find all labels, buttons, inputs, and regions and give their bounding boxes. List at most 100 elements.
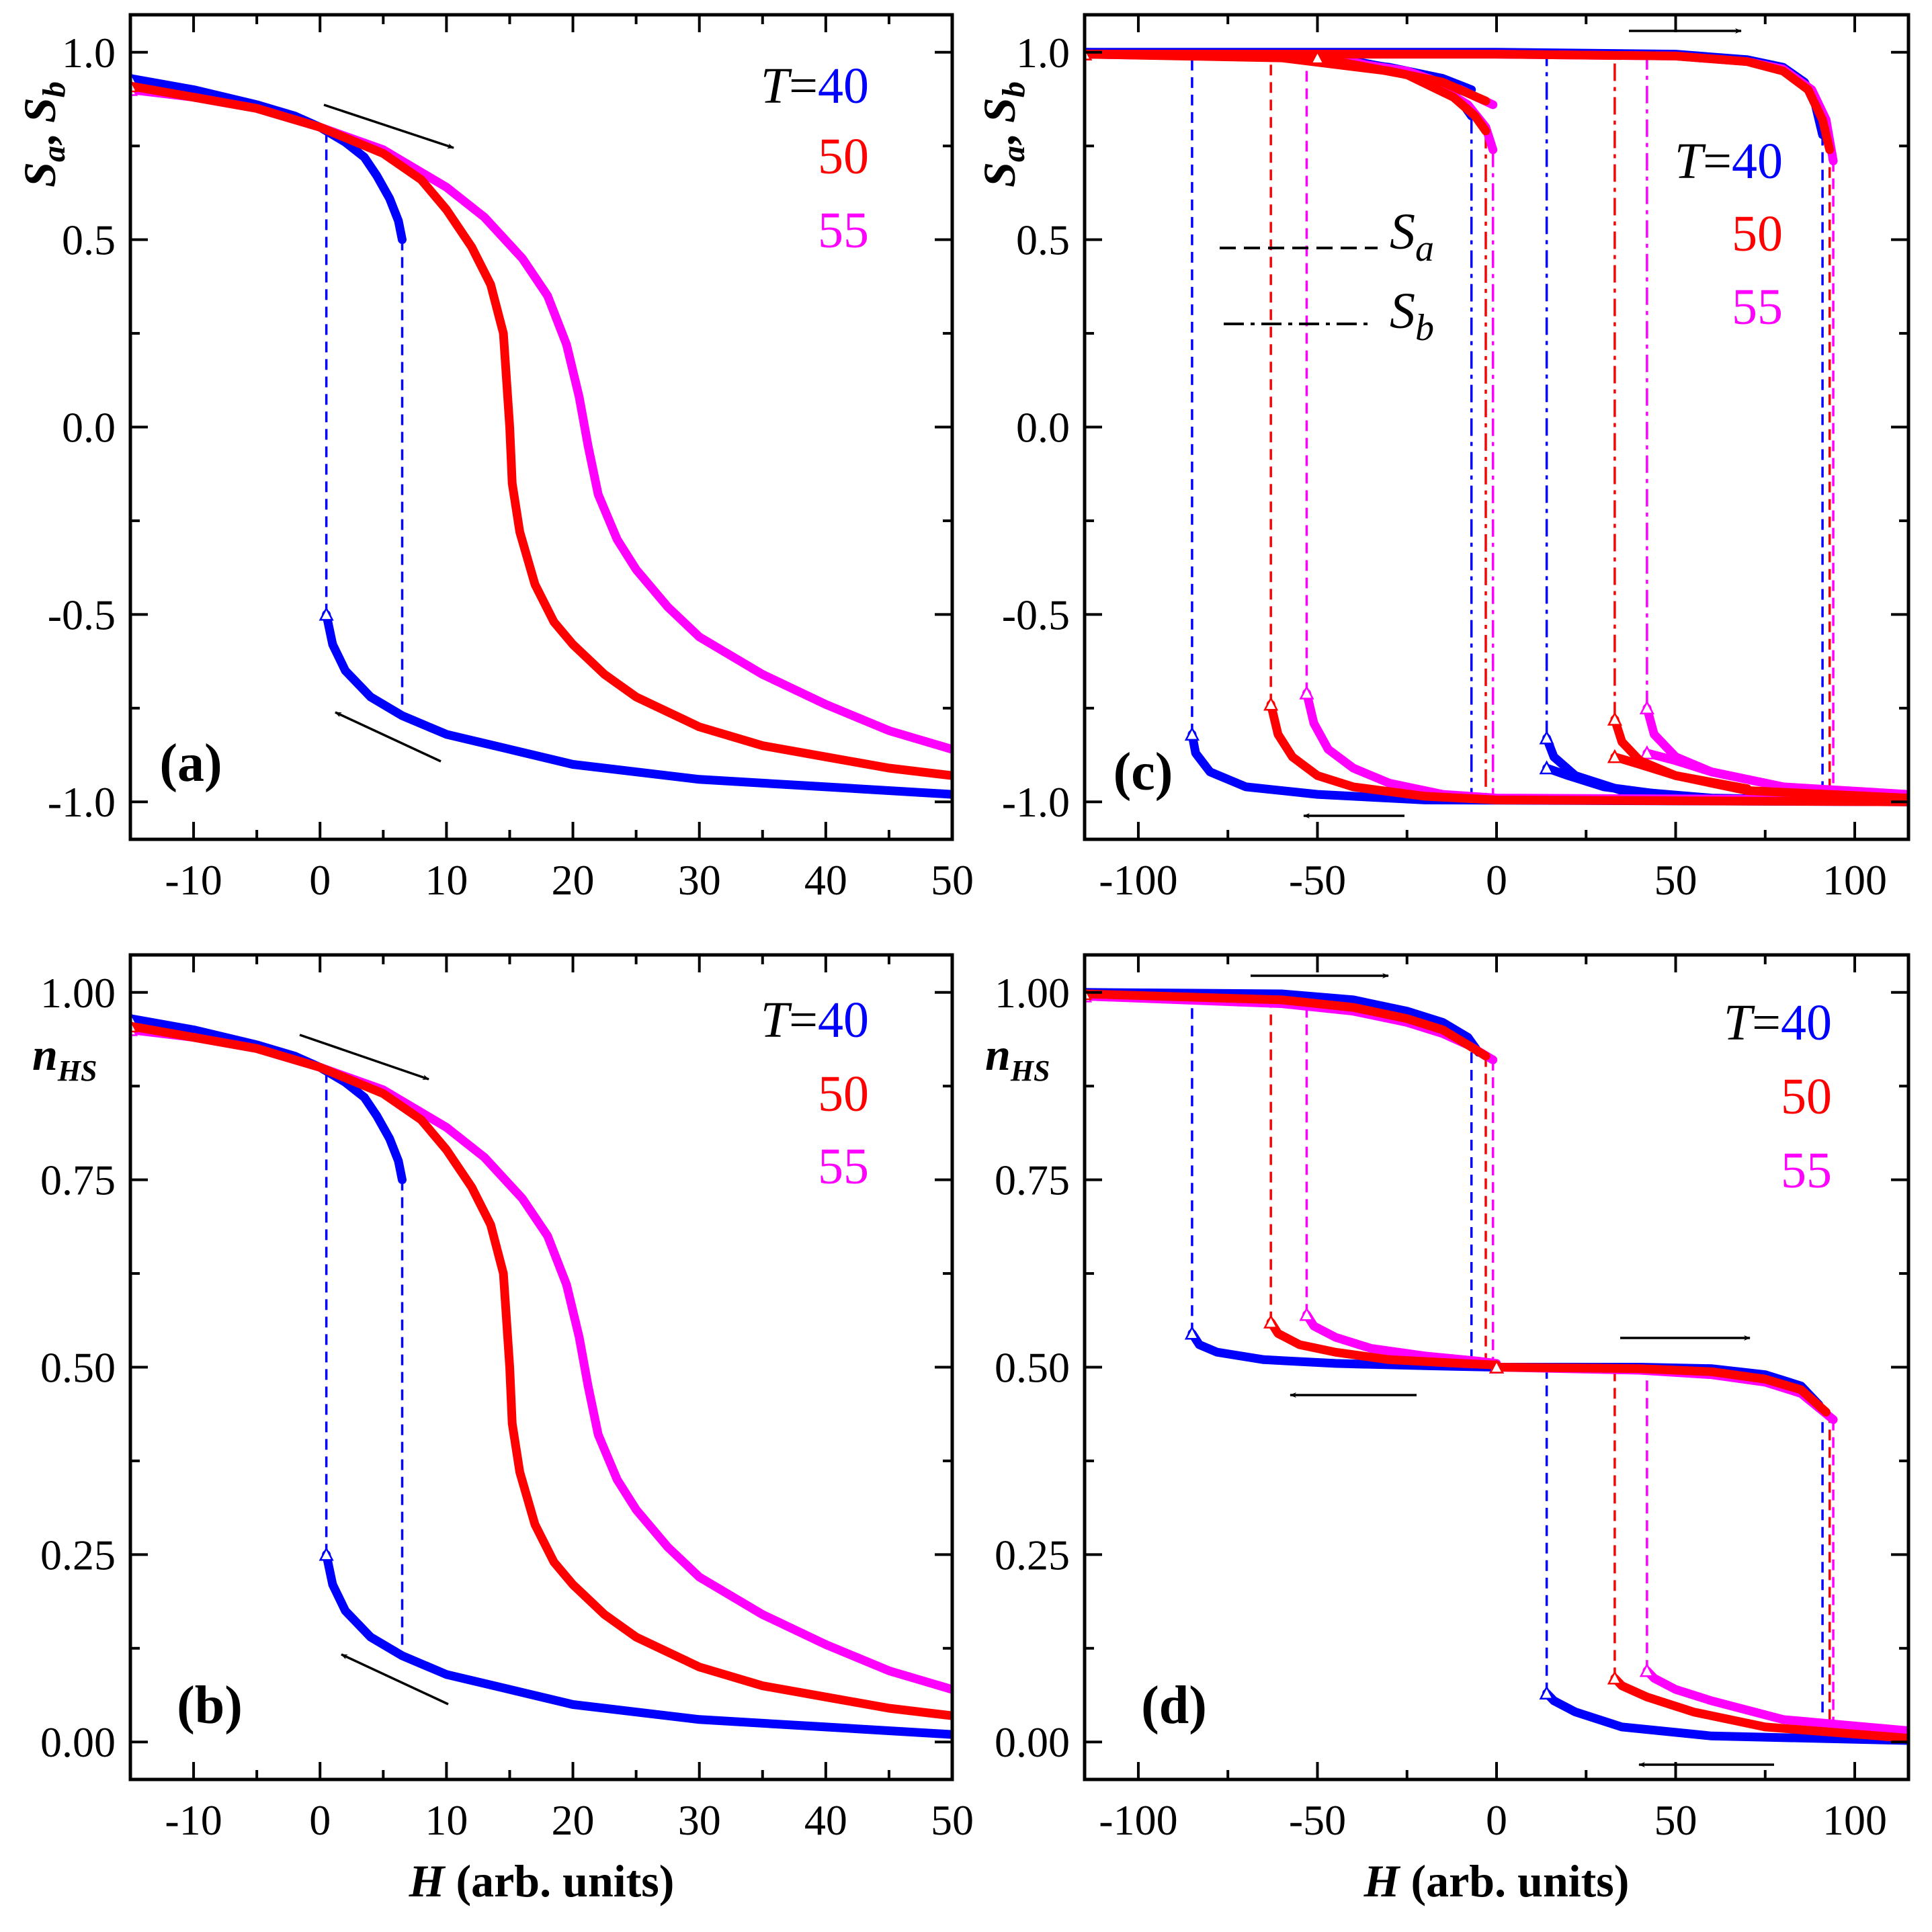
- y-tick-label: 0.50: [995, 1344, 1070, 1392]
- endpoint-marker: [1539, 760, 1554, 775]
- panel-label-c: (c): [1114, 743, 1173, 802]
- endpoint-marker: [1299, 1306, 1314, 1321]
- y-tick-label: -1.0: [48, 778, 116, 826]
- y-axis-label-d: nHS: [985, 1029, 1050, 1087]
- y-tick-label: 0.50: [40, 1344, 116, 1392]
- legend-b: T=40 50 55: [761, 992, 869, 1195]
- endpoint-marker: [1184, 1325, 1200, 1340]
- svg-text:T=40: T=40: [761, 58, 869, 114]
- plot-area-c: [1085, 44, 1908, 806]
- arrow-left-b: [341, 1653, 449, 1706]
- data-series-t55: [130, 85, 952, 754]
- x-tick-label: 40: [804, 1796, 847, 1844]
- data-series-t50: [1313, 53, 1490, 136]
- y-tick-label: 0.5: [1016, 216, 1070, 264]
- x-tick-label: 50: [931, 856, 974, 904]
- endpoint-marker: [1539, 730, 1554, 745]
- data-series-t40: [1542, 763, 1680, 801]
- endpoint-marker: [1263, 696, 1279, 711]
- y-tick-label: 1.00: [995, 969, 1070, 1017]
- axes-frame: [1083, 13, 1910, 841]
- data-series-t50: [1266, 1318, 1501, 1370]
- y-tick-label: 0.25: [40, 1531, 116, 1579]
- x-tick-label: 20: [552, 856, 595, 904]
- y-tick-label: 0.0: [1016, 404, 1070, 452]
- x-tick-label: 0: [1486, 856, 1507, 904]
- plot-area-d: [1085, 984, 1908, 1745]
- svg-text:50: 50: [818, 1066, 869, 1122]
- data-series-t40: [130, 1014, 407, 1185]
- y-tick-label: 1.0: [62, 29, 116, 77]
- endpoint-marker: [319, 1546, 334, 1561]
- x-tick-label: 50: [931, 1796, 974, 1844]
- y-tick-label: 1.0: [1016, 29, 1070, 77]
- data-series-t50: [1266, 700, 1908, 806]
- y-tick-label: -1.0: [1002, 778, 1070, 826]
- data-series-t40: [322, 610, 952, 799]
- svg-text:T=40: T=40: [1724, 995, 1832, 1051]
- x-axis-label-b: H (arb. units): [409, 1855, 675, 1906]
- plot-area-b: [130, 1011, 952, 1739]
- x-tick-label: 100: [1822, 856, 1887, 904]
- arrow-right-b: [299, 1034, 429, 1081]
- data-series-t50: [1085, 50, 1490, 106]
- x-tick-label: 100: [1822, 1796, 1887, 1844]
- svg-text:T=40: T=40: [1675, 133, 1783, 190]
- legend-c: T=40 50 55: [1675, 133, 1783, 335]
- x-tick-label: 0: [1486, 1796, 1507, 1844]
- x-tick-label: 0: [309, 1796, 331, 1844]
- plots-layer: -10 0 10 20 30 40 501.00.50.0-0.5-1.0-100 -50 0 5…: [40, 13, 1910, 1844]
- x-tick-label: 0: [309, 856, 331, 904]
- data-series-t50: [1610, 1673, 1908, 1743]
- endpoint-marker: [1539, 1685, 1554, 1699]
- svg-text:T=40: T=40: [761, 992, 869, 1048]
- endpoint-marker: [1639, 1663, 1654, 1677]
- endpoint-marker: [1639, 700, 1654, 715]
- data-series-t40: [130, 74, 407, 245]
- y-tick-label: 0.0: [62, 404, 116, 452]
- x-tick-label: -100: [1099, 1796, 1177, 1844]
- data-series-t40: [1542, 1689, 1908, 1745]
- panel-label-b: (b): [177, 1676, 243, 1735]
- y-tick-label: 0.00: [995, 1718, 1070, 1766]
- y-tick-label: 0.75: [40, 1157, 116, 1204]
- x-tick-label: 30: [678, 856, 721, 904]
- y-axis-label-b: nHS: [32, 1029, 97, 1087]
- endpoint-marker: [1263, 1314, 1279, 1329]
- y-tick-label: 0.00: [40, 1718, 116, 1766]
- x-axis-label-d: H (arb. units): [1363, 1855, 1630, 1906]
- y-tick-label: 0.75: [995, 1157, 1070, 1204]
- data-series-t50: [1492, 1363, 1831, 1417]
- endpoint-marker: [1184, 726, 1200, 741]
- svg-text:50: 50: [1781, 1068, 1832, 1125]
- arrow-right-a: [323, 103, 454, 149]
- data-series-t50: [1085, 50, 1835, 155]
- x-tick-label: 50: [1654, 856, 1697, 904]
- arrow-left-a: [335, 711, 442, 763]
- x-tick-label: -50: [1289, 856, 1346, 904]
- x-tick-label: -50: [1289, 1796, 1346, 1844]
- svg-text:55: 55: [1781, 1142, 1832, 1199]
- svg-text:55: 55: [1732, 279, 1783, 335]
- x-tick-label: -10: [165, 1796, 222, 1844]
- y-tick-label: 0.5: [62, 216, 116, 264]
- plot-area-a: [130, 71, 952, 799]
- endpoint-marker: [1488, 1359, 1505, 1374]
- line-style-legend: Sa Sb: [1220, 204, 1434, 349]
- data-series-t55: [1642, 1666, 1908, 1735]
- svg-text:50: 50: [818, 128, 869, 185]
- legend-d: T=40 50 55: [1724, 995, 1832, 1199]
- data-series-t40: [322, 1550, 952, 1739]
- endpoint-marker: [1607, 1670, 1622, 1685]
- panel-label-d: (d): [1141, 1676, 1207, 1735]
- y-axis-label-c: Sa, Sb: [974, 81, 1032, 187]
- panel-c: -100 -50 0 50 100 1.0 0.5 0.0 -0.5 -1.0: [1002, 13, 1910, 904]
- data-series-t55: [1642, 749, 1788, 792]
- svg-text:55: 55: [818, 1138, 869, 1195]
- endpoint-marker: [319, 606, 334, 621]
- data-series-t50: [1085, 989, 1490, 1061]
- x-tick-label: 30: [678, 1796, 721, 1844]
- data-series-t50: [1610, 752, 1752, 794]
- y-tick-label: 0.25: [995, 1531, 1070, 1579]
